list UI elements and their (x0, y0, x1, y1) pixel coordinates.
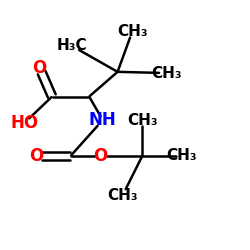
Text: CH₃: CH₃ (127, 112, 158, 128)
Text: O: O (29, 147, 43, 165)
Text: H₃C: H₃C (56, 38, 87, 54)
Text: CH₃: CH₃ (166, 148, 197, 164)
Text: O: O (32, 59, 47, 77)
Text: HO: HO (11, 114, 39, 132)
Text: CH₃: CH₃ (107, 188, 138, 203)
Text: CH₃: CH₃ (152, 66, 182, 80)
Text: NH: NH (89, 111, 117, 129)
Text: CH₃: CH₃ (117, 24, 148, 38)
Text: O: O (93, 147, 108, 165)
